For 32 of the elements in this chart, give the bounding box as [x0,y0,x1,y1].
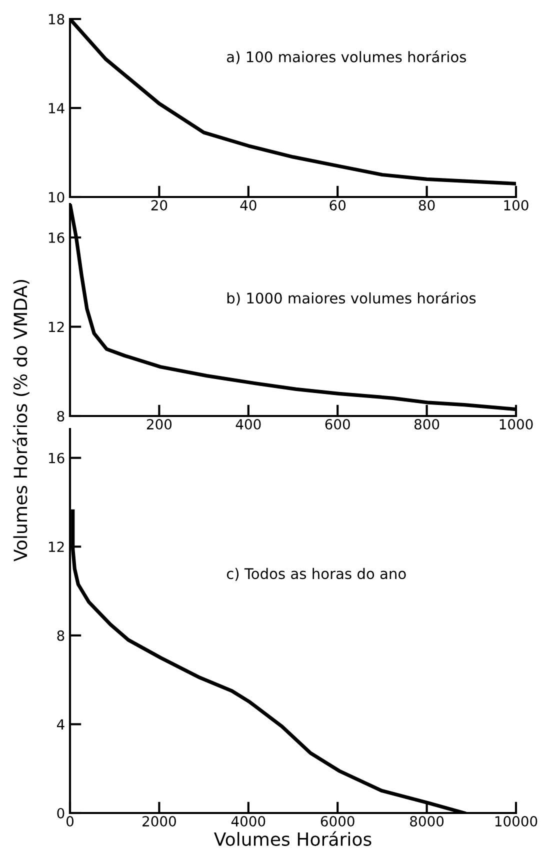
x-tick-label: 400 [236,419,261,430]
annotation: b) 1000 maiores volumes horários [227,292,476,306]
x-tick-label: 60 [330,200,346,211]
y-axis-title: Volumes Horários (% do VMDA) [12,280,30,562]
annotation: c) Todos as horas do ano [226,568,406,581]
y-tick-label: 18 [48,14,64,24]
y-tick-label: 8 [57,410,64,422]
x-tick-label: 100 [504,200,528,211]
y-tick-label: 4 [56,719,64,730]
x-tick-label: 1000 [500,419,533,430]
y-tick-label: 0 [57,808,64,818]
x-tick-label: 20 [151,200,168,211]
y-tick-label: 16 [48,452,64,464]
y-tick-label: 8 [57,630,64,641]
y-tick-label: 14 [48,103,64,114]
x-tick-label: 40 [240,200,256,211]
annotation: a) 100 maiores volumes horários [226,50,466,64]
y-tick-label: 10 [48,192,64,202]
x-tick-label: 600 [325,419,350,430]
x-tick-label: 8000 [410,816,444,827]
y-tick-label: 12 [48,322,64,332]
x-tick-label: 200 [146,419,172,430]
x-tick-label: 80 [418,200,435,211]
x-tick-label: 4000 [231,816,266,827]
x-tick-label: 0 [66,816,74,827]
x-tick-label: 6000 [320,816,354,827]
y-tick-label: 16 [48,232,64,243]
x-tick-label: 800 [414,419,440,430]
x-axis-title: Volumes Horários [214,831,372,846]
x-tick-label: 2000 [142,816,176,827]
y-tick-label: 12 [48,542,64,552]
x-tick-label: 10000 [495,816,538,827]
